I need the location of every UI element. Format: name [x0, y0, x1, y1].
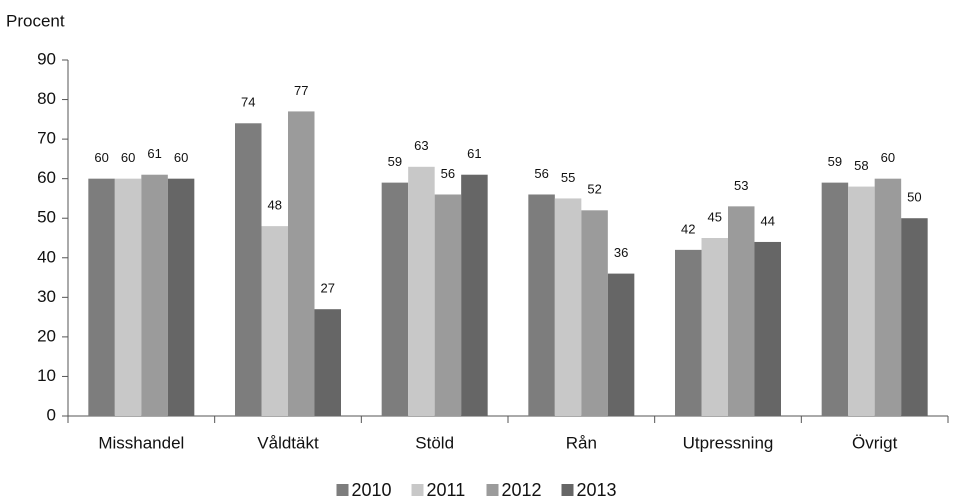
bar [848, 186, 875, 416]
bar [434, 194, 462, 416]
value-label: 60 [94, 150, 108, 165]
bar [114, 178, 142, 416]
value-label: 48 [268, 198, 282, 213]
bar [821, 182, 849, 416]
value-label: 59 [388, 154, 402, 169]
bar [88, 178, 115, 416]
value-label: 50 [907, 190, 921, 205]
value-label: 56 [441, 166, 455, 181]
y-tick-label: 50 [37, 208, 56, 227]
value-label: 61 [147, 146, 161, 161]
y-tick-label: 0 [47, 405, 56, 424]
bar [874, 178, 902, 416]
y-axis-label: Procent [6, 11, 65, 30]
legend-swatch [561, 484, 574, 496]
x-tick-label: Våldtäkt [257, 433, 319, 452]
value-label: 74 [241, 95, 255, 110]
bar [408, 166, 435, 416]
legend-swatch [486, 484, 499, 496]
value-label: 60 [174, 150, 188, 165]
value-label: 60 [121, 150, 135, 165]
value-label: 56 [534, 166, 548, 181]
y-tick-label: 40 [37, 247, 56, 266]
value-label: 59 [828, 154, 842, 169]
y-tick-label: 80 [37, 89, 56, 108]
x-tick-label: Rån [566, 433, 597, 452]
y-tick-label: 70 [37, 129, 56, 148]
legend-swatch [336, 484, 349, 496]
bar [754, 241, 781, 416]
y-tick-label: 20 [37, 326, 56, 345]
legend-label: 2010 [352, 480, 392, 500]
bar [581, 210, 608, 416]
y-tick-label: 90 [37, 49, 56, 68]
value-label: 42 [681, 221, 695, 236]
bar [141, 174, 168, 416]
y-tick-label: 30 [37, 287, 56, 306]
legend-label: 2013 [577, 480, 617, 500]
value-label: 45 [708, 209, 722, 224]
value-label: 27 [321, 281, 335, 296]
bar [701, 238, 728, 416]
value-label: 44 [761, 213, 775, 228]
x-tick-label: Misshandel [98, 433, 184, 452]
x-tick-label: Utpressning [683, 433, 774, 452]
value-label: 52 [587, 182, 601, 197]
bar [261, 226, 288, 416]
bar [288, 111, 315, 416]
value-label: 36 [614, 245, 628, 260]
x-tick-label: Övrigt [852, 433, 898, 452]
value-label: 61 [467, 146, 481, 161]
value-label: 58 [854, 158, 868, 173]
value-label: 63 [414, 138, 428, 153]
value-label: 53 [734, 178, 748, 193]
legend-label: 2011 [427, 480, 466, 500]
value-label: 60 [881, 150, 895, 165]
value-label: 55 [561, 170, 575, 185]
legend-label: 2012 [502, 480, 542, 500]
bar [235, 123, 262, 417]
bar [167, 178, 195, 416]
y-tick-label: 10 [37, 366, 56, 385]
bar [675, 249, 702, 416]
bar [314, 309, 341, 416]
bar [554, 198, 582, 416]
bar [901, 218, 928, 416]
bar [381, 182, 409, 416]
legend-swatch [411, 484, 424, 496]
bar [607, 273, 635, 416]
bar [528, 194, 555, 416]
value-label: 77 [294, 83, 308, 98]
bar [461, 174, 488, 416]
x-tick-label: Stöld [415, 433, 454, 452]
bar [728, 206, 755, 416]
y-tick-label: 60 [37, 168, 56, 187]
